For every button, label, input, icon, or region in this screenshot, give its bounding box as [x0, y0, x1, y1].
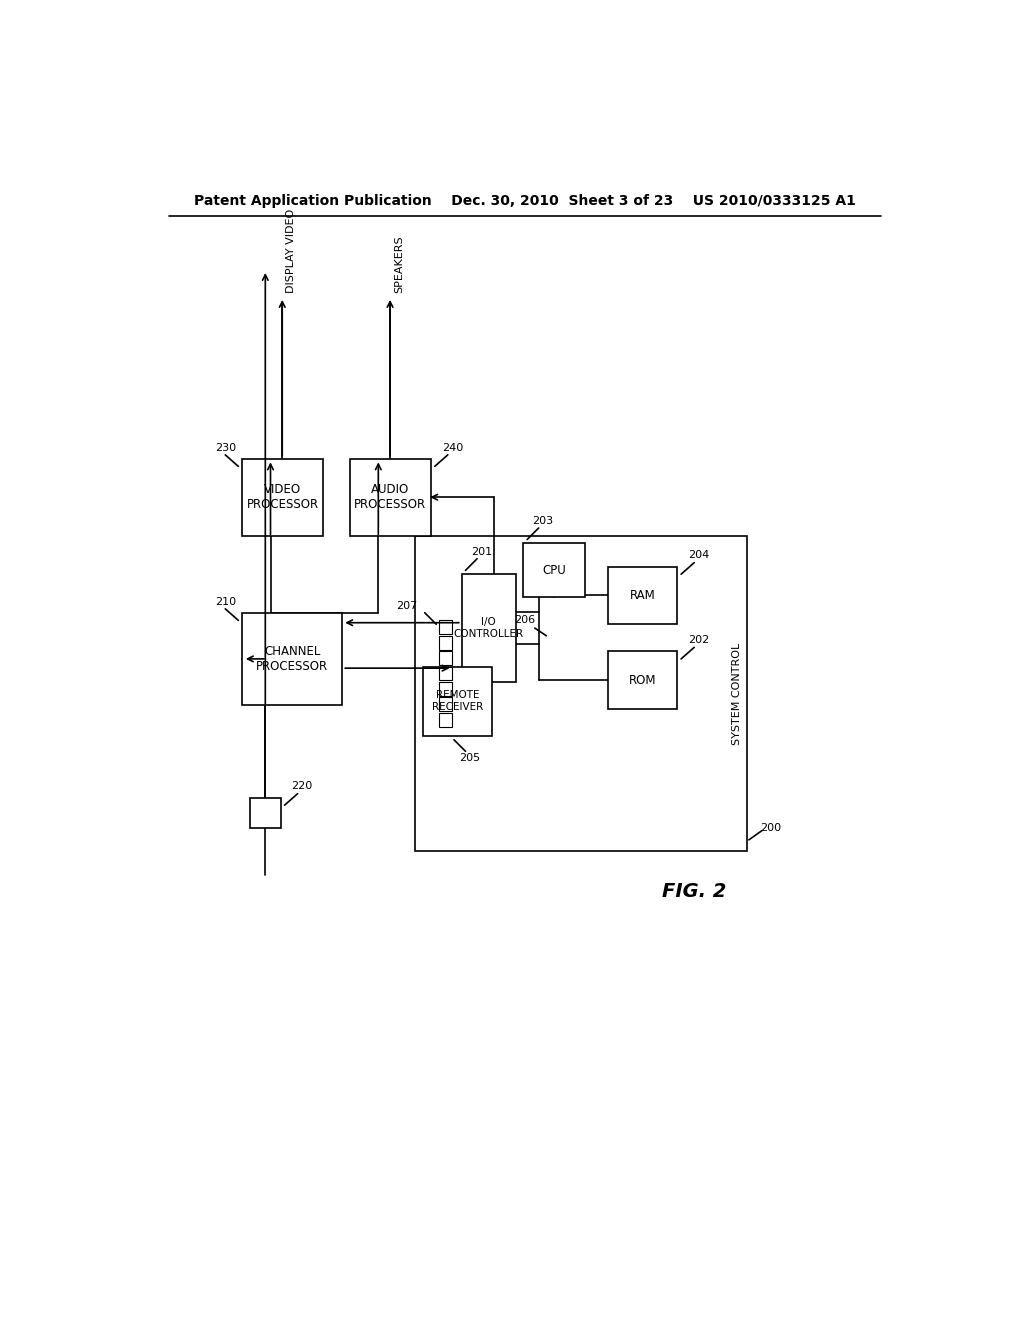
Text: 202: 202	[688, 635, 710, 645]
Bar	[350, 459, 431, 536]
Text: 240: 240	[441, 442, 463, 453]
Text: Patent Application Publication    Dec. 30, 2010  Sheet 3 of 23    US 2010/033312: Patent Application Publication Dec. 30, …	[194, 194, 856, 207]
Bar	[416, 536, 746, 851]
Bar	[438, 651, 453, 665]
Bar	[438, 636, 453, 649]
Text: 200: 200	[761, 824, 781, 833]
Text: 205: 205	[460, 752, 480, 763]
Text: CHANNEL
PROCESSOR: CHANNEL PROCESSOR	[256, 645, 329, 673]
Text: VIDEO
PROCESSOR: VIDEO PROCESSOR	[247, 483, 318, 511]
Text: 230: 230	[215, 442, 237, 453]
Bar	[423, 667, 493, 737]
Bar	[523, 544, 585, 597]
Text: SYSTEM CONTROL: SYSTEM CONTROL	[732, 643, 742, 744]
Text: 204: 204	[688, 550, 710, 560]
Text: AUDIO
PROCESSOR: AUDIO PROCESSOR	[354, 483, 427, 511]
Bar	[243, 612, 342, 705]
Bar	[608, 651, 677, 709]
Text: I/O
CONTROLLER: I/O CONTROLLER	[454, 618, 523, 639]
Bar	[438, 682, 453, 696]
Bar	[608, 566, 677, 624]
Text: REMOTE
RECEIVER: REMOTE RECEIVER	[432, 690, 483, 711]
Text: 220: 220	[292, 781, 312, 792]
Text: DISPLAY VIDEO: DISPLAY VIDEO	[286, 209, 296, 293]
Text: ROM: ROM	[629, 673, 656, 686]
Text: 207: 207	[395, 601, 417, 611]
Bar	[438, 667, 453, 681]
Text: SPEAKERS: SPEAKERS	[394, 235, 403, 293]
Bar	[438, 697, 453, 711]
Bar	[438, 620, 453, 635]
Text: 201: 201	[471, 548, 492, 557]
Text: 203: 203	[532, 516, 554, 527]
Text: 206: 206	[514, 615, 535, 626]
Text: RAM: RAM	[630, 589, 655, 602]
Text: 210: 210	[215, 597, 237, 607]
Bar	[250, 797, 281, 829]
Bar	[243, 459, 323, 536]
Bar	[462, 574, 515, 682]
Text: CPU: CPU	[542, 564, 566, 577]
Text: FIG. 2: FIG. 2	[662, 882, 726, 902]
Bar	[438, 713, 453, 726]
